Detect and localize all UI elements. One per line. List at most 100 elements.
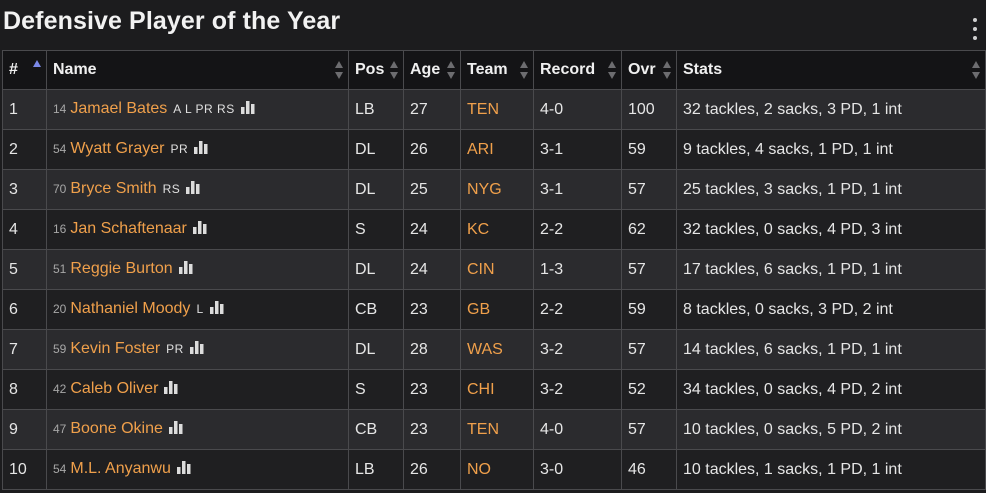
page-title: Defensive Player of the Year [3,7,341,35]
record-cell: 3-2 [533,329,622,370]
ovr-cell: 57 [621,169,677,210]
team-link[interactable]: CHI [467,380,495,398]
column-header-ovr[interactable]: Ovr [621,50,677,90]
jersey-number: 70 [53,182,67,196]
jersey-number: 51 [53,262,67,276]
sort-icon [390,61,398,79]
record-cell: 3-1 [533,169,622,210]
rank-cell: 4 [2,209,47,250]
stats-cell: 9 tackles, 4 sacks, 1 PD, 1 int [676,129,986,170]
age-cell: 26 [403,129,461,170]
pos-cell: CB [348,289,404,330]
column-header-team[interactable]: Team [460,50,534,90]
skill-badges: A L PR RS [173,102,235,116]
record-cell: 3-1 [533,129,622,170]
team-link[interactable]: NYG [467,180,502,198]
column-header-age[interactable]: Age [403,50,461,90]
table-row: 7 59 Kevin Foster PR DL 28 WAS 3-2 57 14 tackles,… [2,329,986,370]
bar-chart-icon[interactable] [168,420,185,439]
name-cell: 20 Nathaniel Moody L [46,289,349,330]
team-cell: CIN [460,249,534,290]
column-header-record[interactable]: Record [533,50,622,90]
player-link[interactable]: Jamael Bates [70,100,168,117]
name-cell: 59 Kevin Foster PR [46,329,349,370]
table-row: 6 20 Nathaniel Moody L CB 23 GB 2-2 59 8 tackles,… [2,289,986,330]
ovr-cell: 46 [621,449,677,490]
bar-chart-icon[interactable] [178,260,195,279]
team-link[interactable]: GB [467,300,491,318]
player-link[interactable]: Reggie Burton [70,260,173,277]
rank-cell: 7 [2,329,47,370]
column-header-stats[interactable]: Stats [676,50,986,90]
player-link[interactable]: M.L. Anyanwu [70,460,171,477]
bar-chart-icon[interactable] [194,140,210,159]
column-header-name[interactable]: Name [46,50,349,90]
name-cell: 70 Bryce Smith RS [46,169,349,210]
team-cell: TEN [460,89,534,130]
rank-cell: 8 [2,369,47,410]
bar-chart-icon[interactable] [209,300,226,319]
record-cell: 4-0 [533,89,622,130]
team-link[interactable]: TEN [467,100,499,118]
pos-cell: CB [348,409,404,450]
team-link[interactable]: NO [467,460,491,478]
name-cell: 54 M.L. Anyanwu [46,449,349,490]
stats-cell: 10 tackles, 1 sacks, 1 PD, 1 int [676,449,986,490]
record-cell: 1-3 [533,249,622,290]
jersey-number: 14 [53,102,67,116]
skill-badges: L [196,302,204,316]
name-cell: 54 Wyatt Grayer PR [46,129,349,170]
table-row: 9 47 Boone Okine CB 23 TEN 4-0 57 10 tackles, 0 … [2,409,986,450]
team-link[interactable]: ARI [467,140,494,158]
rank-cell: 1 [2,89,47,130]
ovr-cell: 52 [621,369,677,410]
bar-chart-icon[interactable] [240,100,257,119]
player-link[interactable]: Wyatt Grayer [70,140,165,157]
team-cell: KC [460,209,534,250]
name-cell: 16 Jan Schaftenaar [46,209,349,250]
jersey-number: 54 [53,142,67,156]
team-cell: GB [460,289,534,330]
age-cell: 27 [403,89,461,130]
record-cell: 4-0 [533,409,622,450]
column-header-pos[interactable]: Pos [348,50,404,90]
stats-cell: 14 tackles, 6 sacks, 1 PD, 1 int [676,329,986,370]
table-row: 4 16 Jan Schaftenaar S 24 KC 2-2 62 32 tackles, … [2,209,986,250]
player-link[interactable]: Boone Okine [70,420,163,437]
table-row: 3 70 Bryce Smith RS DL 25 NYG 3-1 57 25 tackles, … [2,169,986,210]
jersey-number: 42 [53,382,67,396]
bar-chart-icon[interactable] [164,380,180,399]
bar-chart-icon[interactable] [189,340,206,359]
player-link[interactable]: Caleb Oliver [70,380,159,397]
sort-icon [447,61,455,79]
team-link[interactable]: CIN [467,260,495,278]
player-link[interactable]: Nathaniel Moody [70,300,191,317]
team-link[interactable]: WAS [467,340,503,358]
sort-icon [608,61,616,79]
age-cell: 26 [403,449,461,490]
table-row: 8 42 Caleb Oliver S 23 CHI 3-2 52 34 tackles, 0 … [2,369,986,410]
player-link[interactable]: Kevin Foster [70,340,161,357]
stats-cell: 8 tackles, 0 sacks, 3 PD, 2 int [676,289,986,330]
ovr-cell: 59 [621,289,677,330]
bar-chart-icon[interactable] [176,460,193,479]
team-cell: TEN [460,409,534,450]
team-link[interactable]: KC [467,220,490,238]
player-link[interactable]: Bryce Smith [70,180,157,197]
more-options-icon[interactable] [970,18,980,40]
team-link[interactable]: TEN [467,420,499,438]
stats-cell: 10 tackles, 0 sacks, 5 PD, 2 int [676,409,986,450]
sort-icon [663,61,671,79]
player-link[interactable]: Jan Schaftenaar [70,220,187,237]
bar-chart-icon[interactable] [192,220,209,239]
name-cell: 14 Jamael Bates A L PR RS [46,89,349,130]
rank-cell: 2 [2,129,47,170]
record-cell: 3-2 [533,369,622,410]
age-cell: 23 [403,289,461,330]
bar-chart-icon[interactable] [186,180,202,199]
pos-cell: LB [348,89,404,130]
team-cell: NO [460,449,534,490]
rank-cell: 10 [2,449,47,490]
column-header-rank[interactable]: # [2,50,47,90]
